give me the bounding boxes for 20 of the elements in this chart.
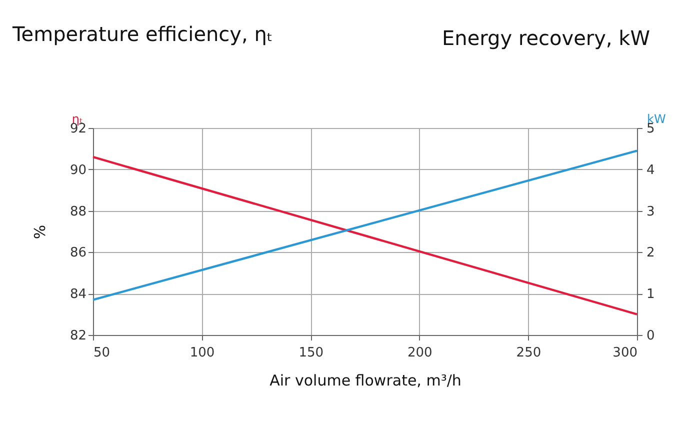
x-tick-label: 200 [407,346,432,360]
y2-tick-label: 0 [646,328,655,344]
y2-tick-label: 4 [646,162,655,178]
y-tick-label: 90 [70,162,86,178]
y-tick-label: 84 [70,287,86,302]
x-axis-title: Air volume flowrate, m³/h [270,372,462,390]
y-tick-label: 88 [70,204,86,220]
y2-tick-label: 3 [646,204,655,220]
chart-title: Temperature efficiency, ηₜ [11,22,273,46]
y-tick-label: 86 [70,246,86,261]
x-tick-label: 300 [612,346,638,360]
y-axis-title: % [30,224,49,240]
text: Energy recovery, kW [442,26,650,50]
y-tick-label: 82 [70,328,86,344]
x-tick-label: 50 [94,346,110,360]
y2-tick-label: 2 [646,246,655,261]
y2-tick-label: 1 [646,287,655,302]
x-tick-label: 100 [190,346,215,360]
x-tick-label: 150 [298,346,324,360]
x-tick-label: 250 [516,346,542,360]
